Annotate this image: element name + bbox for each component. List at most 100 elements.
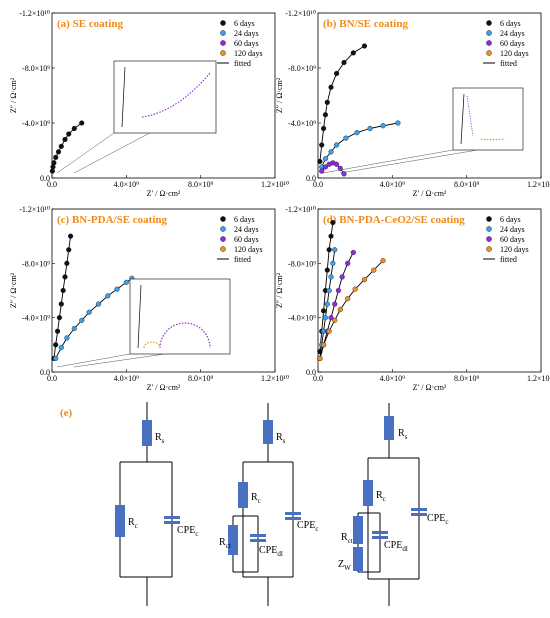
label-rct-2: Rct (219, 537, 231, 550)
y-tick-label: -1.2×10¹⁰ (285, 9, 316, 18)
data-point-6-days (333, 70, 340, 77)
data-point-6-days (54, 328, 61, 334)
legend-marker (220, 236, 226, 242)
inset-fit-line (121, 66, 126, 128)
inset-series (480, 138, 506, 141)
fitted-line (51, 122, 82, 172)
inset-series (159, 322, 211, 349)
legend-marker (220, 50, 226, 56)
data-point-24-days (330, 260, 336, 266)
legend-marker (486, 20, 492, 26)
x-tick-label: 4.0×10⁹ (380, 180, 406, 189)
panel-title: (d) BN-PDA-CeO2/SE coating (323, 214, 465, 226)
capacitor-cpec (411, 513, 427, 516)
panel-e-label: (e) (60, 407, 73, 419)
data-point-24-days (86, 309, 92, 315)
x-tick-label: 4.0×10⁹ (114, 374, 140, 383)
data-point-60-days (345, 260, 351, 266)
panel-title: (b) BN/SE coating (323, 18, 408, 30)
fitted-line (55, 277, 133, 359)
data-point-6-days (62, 136, 68, 143)
data-point-6-days (326, 247, 332, 253)
x-tick-label: 8.0×10⁹ (188, 180, 214, 189)
panel-title: (a) SE coating (57, 18, 124, 30)
x-tick-label: 8.0×10⁹ (454, 180, 480, 189)
chart-panel-d: 0.0 4.0×10⁹ 8.0×10⁹ 1.2×10¹⁰ 0.0 -4.0×10⁹ -8.0… (275, 205, 550, 392)
data-point-6-days (53, 342, 59, 348)
legend-marker (486, 236, 492, 242)
capacitor-cpedl (372, 531, 388, 534)
legend-label: 6 days (234, 215, 255, 224)
label-cpec-3-main: CPE (427, 513, 445, 524)
x-tick-label: 4.0×10⁹ (114, 180, 140, 189)
data-point-24-days (64, 335, 70, 341)
data-point-24-days (333, 142, 340, 148)
data-point-24-days (79, 317, 85, 323)
label-rc-1-sub: c (135, 522, 138, 530)
label-rct-2-main: R (219, 537, 226, 548)
data-point-60-days (322, 164, 329, 170)
label-zw-3-sub: W (344, 564, 351, 572)
inset-frame (113, 60, 217, 134)
data-point-6-days (320, 125, 327, 132)
data-point-60-days (332, 301, 338, 307)
x-tick-label: 1.2×10¹⁰ (527, 180, 550, 189)
inset-frame (129, 278, 231, 355)
y-tick-label: -1.2×10¹⁰ (285, 205, 316, 214)
legend-label: fitted (500, 255, 517, 264)
data-point-24-days (328, 149, 334, 155)
x-tick-label: 4.0×10⁹ (380, 374, 406, 383)
y-tick-label: 0.0 (40, 368, 50, 377)
label-cpedl-3-main: CPE (384, 540, 402, 551)
data-point-24-days (322, 156, 329, 162)
data-point-6-days (320, 308, 327, 314)
resistor-rs (142, 420, 152, 446)
resistor-rct (228, 525, 238, 555)
legend-marker (220, 40, 226, 46)
label-rc-3-sub: c (383, 495, 386, 503)
legend-marker (486, 216, 492, 222)
data-point-6-days (55, 149, 62, 155)
inset-fit-line (137, 284, 142, 349)
data-point-24-days (380, 123, 386, 129)
data-point-60-days (350, 249, 356, 256)
panel-title-prefix: (b) (323, 18, 339, 30)
legend-label: 120 days (500, 245, 529, 254)
capacitor-cpec (411, 508, 427, 511)
y-axis-label: Z″ / Ω·cm² (9, 77, 18, 113)
label-cpec-1: CPEc (177, 525, 198, 538)
inset-series (141, 72, 211, 118)
data-point-24-days (354, 130, 360, 136)
x-tick-label: 0.0 (47, 374, 57, 383)
chart-panel-c: 0.0 4.0×10⁹ 8.0×10⁹ 1.2×10¹⁰ 0.0 -4.0×10⁹ -8.0… (9, 205, 289, 392)
label-cpec-3-sub: c (445, 518, 448, 526)
legend-label: 60 days (234, 235, 259, 244)
data-point-6-days (328, 84, 334, 90)
data-point-24-days (328, 274, 334, 280)
data-point-24-days (322, 315, 329, 321)
data-point-120-days (320, 342, 327, 348)
y-tick-label: -4.0×10⁹ (22, 119, 50, 128)
data-point-24-days (395, 120, 401, 126)
label-cpec-2-main: CPE (297, 520, 315, 531)
inset-connector (56, 132, 115, 174)
label-rct-3-main: R (341, 532, 348, 543)
label-rc-2-main: R (251, 492, 258, 503)
data-point-120-days (361, 277, 368, 283)
inset-fit-line (460, 93, 465, 145)
y-tick-label: 0.0 (40, 174, 50, 183)
resistor-rc (115, 505, 125, 537)
inset-connector (56, 353, 131, 368)
y-tick-label: -8.0×10⁹ (22, 259, 50, 268)
x-tick-label: 1.2×10¹⁰ (261, 180, 289, 189)
data-point-24-days (332, 247, 338, 253)
y-tick-label: 0.0 (306, 368, 316, 377)
x-axis-label: Z′ / Ω·cm² (413, 189, 447, 198)
x-tick-label: 8.0×10⁹ (188, 374, 214, 383)
label-rs-3-sub: s (405, 433, 408, 441)
fitted-line (53, 236, 72, 359)
inset-connector (322, 149, 454, 174)
label-rc-3-main: R (376, 490, 383, 501)
